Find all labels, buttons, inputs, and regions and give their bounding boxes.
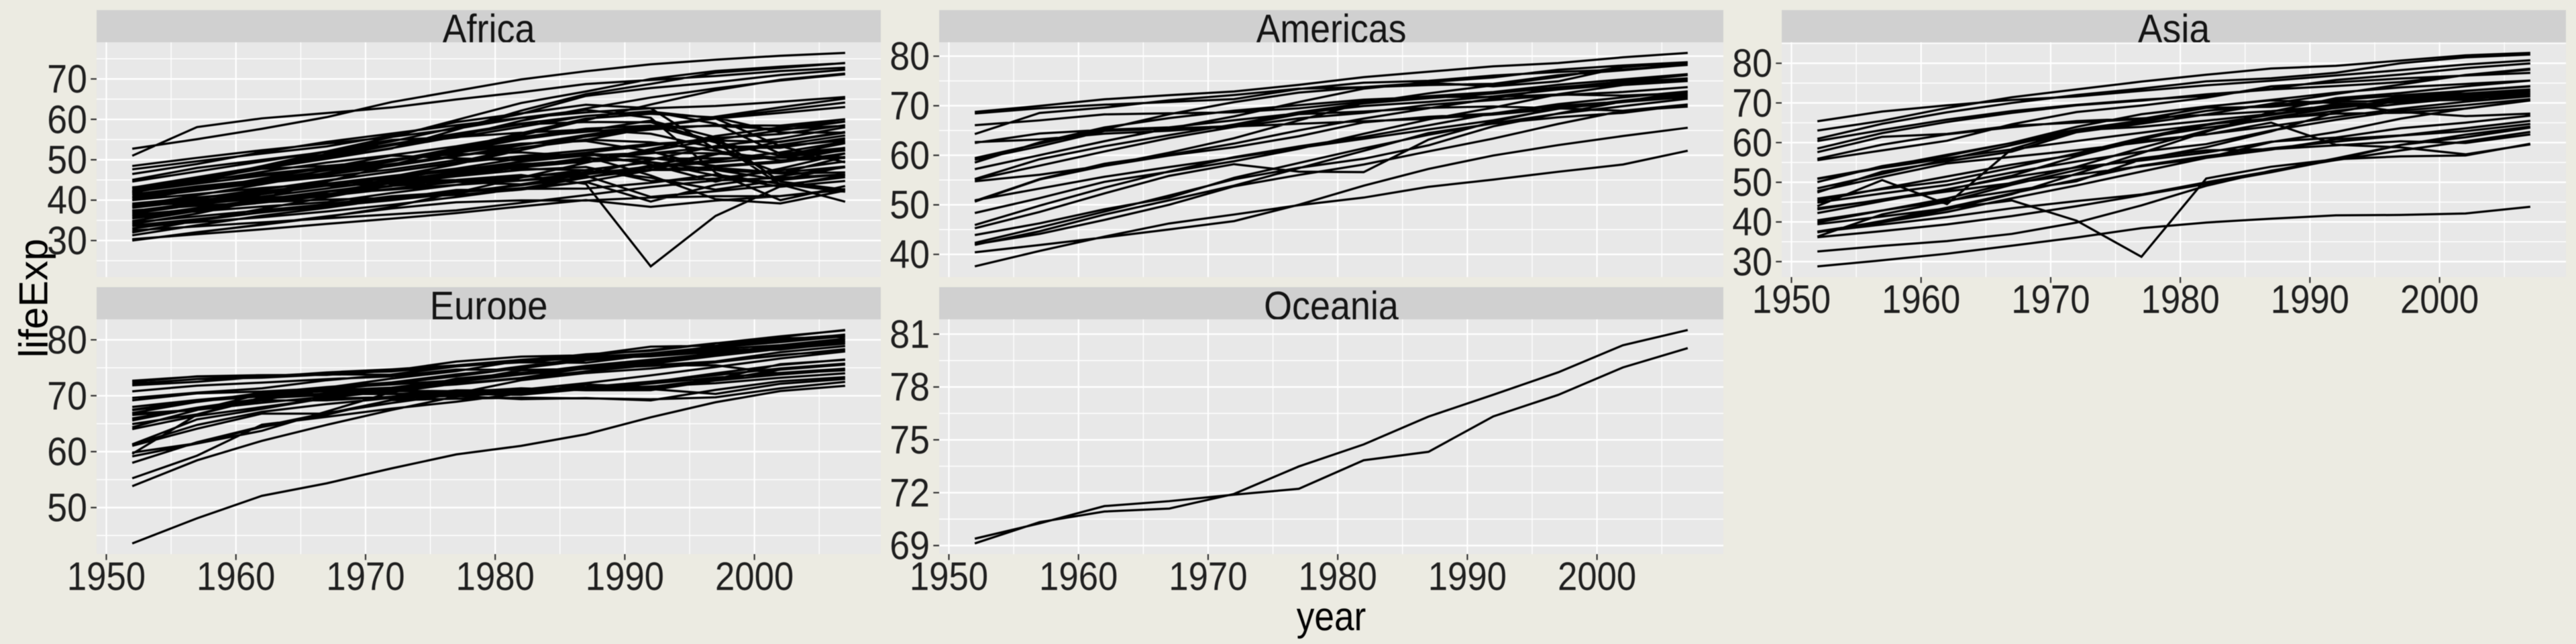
- svg-text:2000: 2000: [715, 555, 794, 599]
- svg-text:30: 30: [47, 219, 87, 263]
- svg-text:60: 60: [890, 133, 930, 178]
- svg-text:80: 80: [1732, 42, 1772, 86]
- svg-text:80: 80: [47, 318, 87, 362]
- svg-text:1960: 1960: [1039, 555, 1118, 599]
- svg-text:1990: 1990: [586, 555, 664, 599]
- svg-text:40: 40: [47, 178, 87, 223]
- svg-text:1990: 1990: [1428, 555, 1507, 599]
- svg-text:70: 70: [890, 84, 930, 128]
- svg-text:1970: 1970: [2011, 278, 2090, 322]
- svg-text:50: 50: [890, 183, 930, 227]
- svg-text:60: 60: [1732, 121, 1772, 165]
- svg-text:60: 60: [47, 430, 87, 474]
- svg-text:50: 50: [47, 138, 87, 182]
- svg-text:1950: 1950: [67, 555, 146, 599]
- svg-text:50: 50: [47, 486, 87, 530]
- svg-text:lifeExp: lifeExp: [11, 239, 56, 358]
- svg-text:50: 50: [1732, 160, 1772, 205]
- svg-text:2000: 2000: [2400, 278, 2479, 322]
- svg-text:1950: 1950: [910, 555, 988, 599]
- svg-text:70: 70: [1732, 81, 1772, 125]
- svg-text:2000: 2000: [1558, 555, 1636, 599]
- svg-text:70: 70: [47, 374, 87, 418]
- svg-text:40: 40: [890, 233, 930, 277]
- svg-text:60: 60: [47, 97, 87, 142]
- svg-text:1990: 1990: [2271, 278, 2349, 322]
- svg-text:78: 78: [890, 365, 930, 409]
- svg-text:40: 40: [1732, 200, 1772, 244]
- svg-text:70: 70: [47, 57, 87, 101]
- svg-text:1980: 1980: [456, 555, 535, 599]
- svg-text:year: year: [1297, 594, 1366, 639]
- svg-text:69: 69: [890, 524, 930, 568]
- svg-text:1950: 1950: [1752, 278, 1831, 322]
- svg-text:1960: 1960: [197, 555, 275, 599]
- svg-text:1970: 1970: [326, 555, 405, 599]
- svg-text:72: 72: [890, 471, 930, 515]
- svg-text:1970: 1970: [1169, 555, 1247, 599]
- svg-text:30: 30: [1732, 239, 1772, 284]
- svg-text:1980: 1980: [2141, 278, 2220, 322]
- svg-text:75: 75: [890, 418, 930, 462]
- svg-text:1980: 1980: [1299, 555, 1377, 599]
- svg-text:81: 81: [890, 312, 930, 356]
- svg-text:80: 80: [890, 34, 930, 78]
- svg-text:1960: 1960: [1882, 278, 1960, 322]
